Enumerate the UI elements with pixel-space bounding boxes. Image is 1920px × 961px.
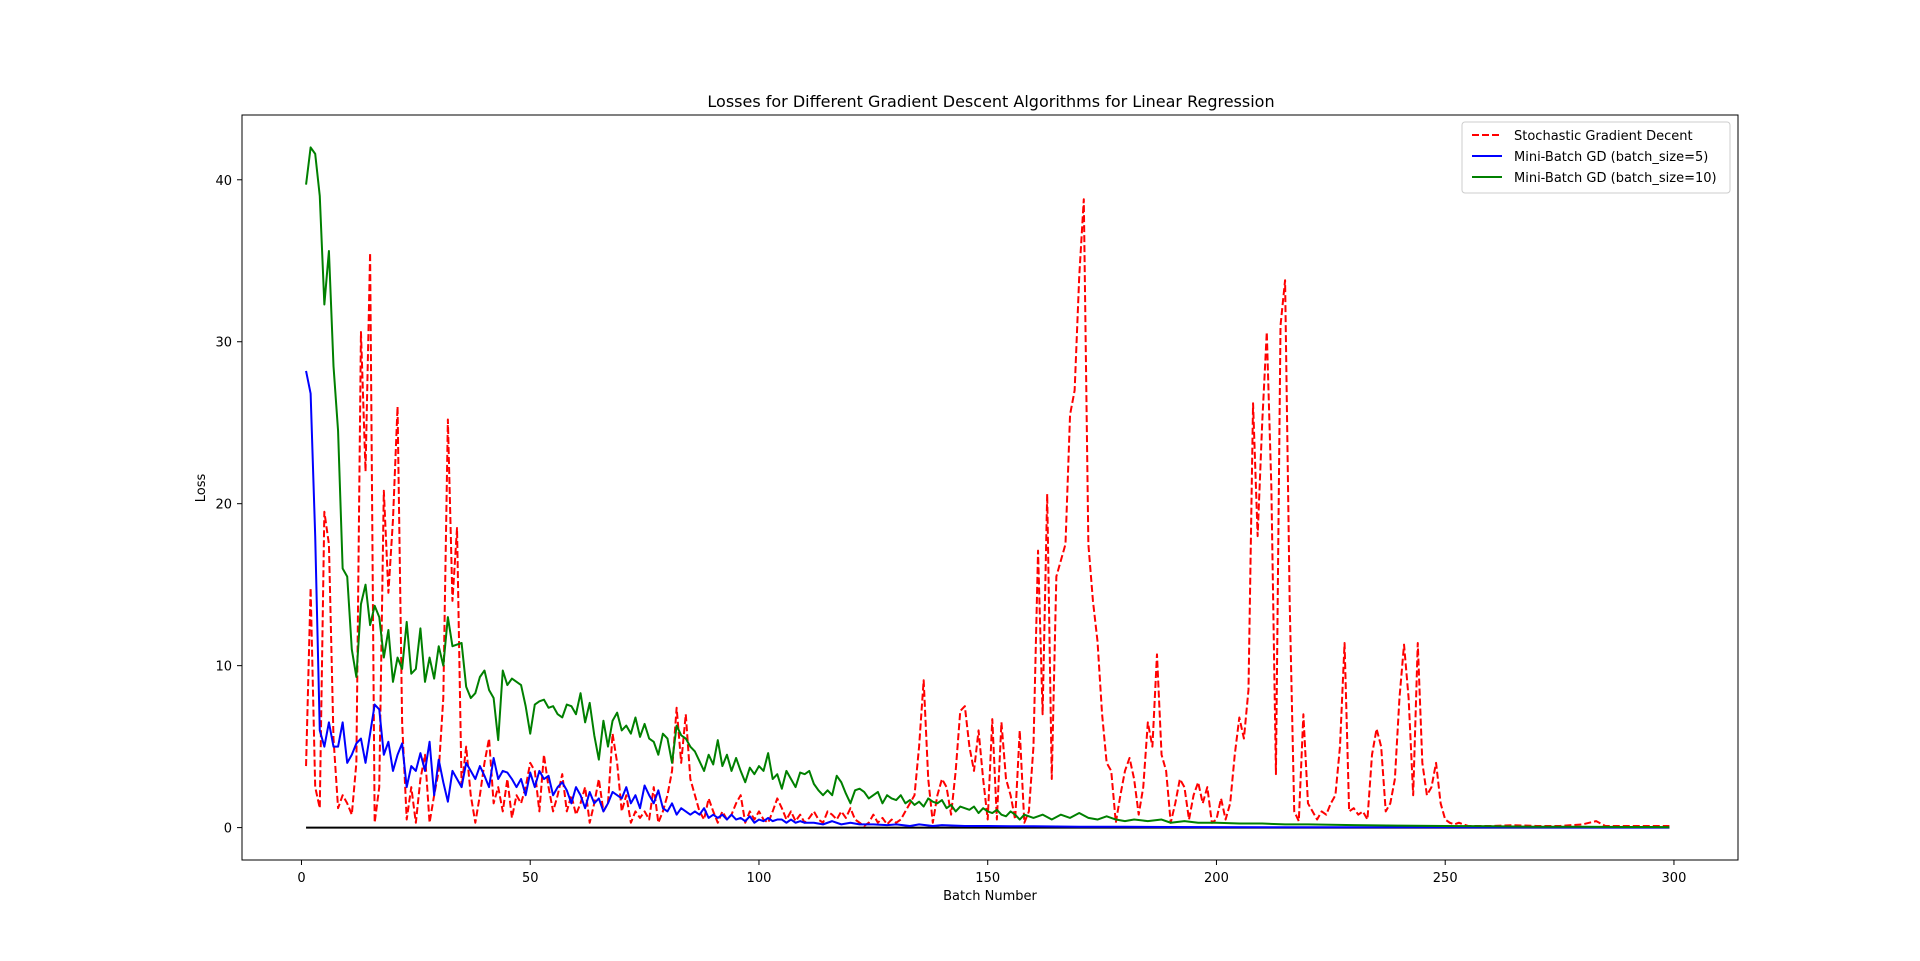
x-tick-label: 200 <box>1204 871 1229 886</box>
y-tick-label: 10 <box>215 660 232 675</box>
x-axis-label: Batch Number <box>943 889 1037 904</box>
series-line-3 <box>305 146 1670 829</box>
x-tick-label: 150 <box>975 871 1000 886</box>
x-tick-label: 250 <box>1433 871 1458 886</box>
plot-area <box>241 114 1739 861</box>
legend-box <box>1461 121 1731 194</box>
legend-label: Mini-Batch GD (batch_size=5) <box>1514 150 1708 165</box>
series-line-2 <box>305 370 1670 829</box>
y-tick-label: 40 <box>215 174 232 189</box>
y-axis-label: Loss <box>194 474 209 503</box>
x-tick-label: 100 <box>747 871 772 886</box>
y-tick-label: 0 <box>224 822 232 837</box>
y-tick-label: 30 <box>215 336 232 351</box>
y-tick-label: 20 <box>215 498 232 513</box>
legend-label: Mini-Batch GD (batch_size=10) <box>1514 171 1717 186</box>
x-axis: 0 50 100 150 200 250 300 <box>297 860 1686 886</box>
x-tick-label: 300 <box>1662 871 1687 886</box>
legend: Stochastic Gradient Decent Mini-Batch GD … <box>1461 121 1731 194</box>
chart-title: Losses for Different Gradient Descent Al… <box>707 92 1274 111</box>
series-line-1 <box>305 198 1670 827</box>
x-tick-label: 0 <box>297 871 305 886</box>
plot-frame <box>241 114 1739 861</box>
legend-label: Stochastic Gradient Decent <box>1514 129 1693 144</box>
series-layer <box>305 146 1670 829</box>
y-axis: 0 10 20 30 40 <box>215 174 242 837</box>
x-tick-label: 50 <box>522 871 539 886</box>
